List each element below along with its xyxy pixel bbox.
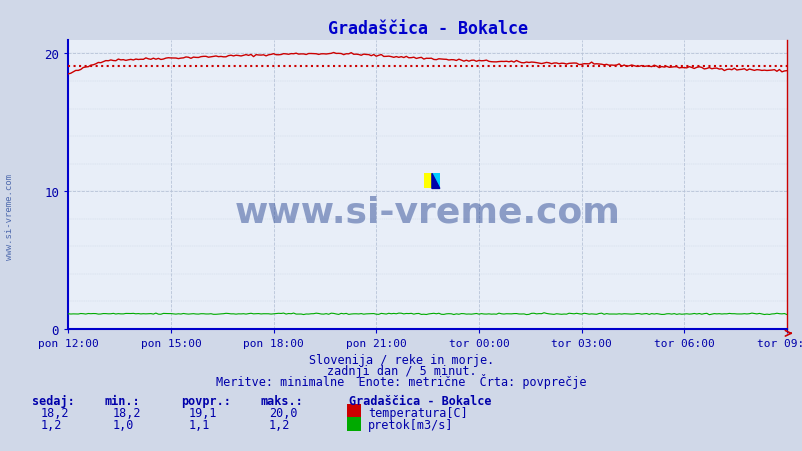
Bar	[423, 174, 439, 189]
Text: Meritve: minimalne  Enote: metrične  Črta: povprečje: Meritve: minimalne Enote: metrične Črta:…	[216, 373, 586, 389]
Text: maks.:: maks.:	[261, 394, 303, 407]
Text: Gradaščica - Bokalce: Gradaščica - Bokalce	[349, 394, 491, 407]
Polygon shape	[431, 174, 439, 189]
Bar	[431, 174, 439, 189]
Text: www.si-vreme.com: www.si-vreme.com	[234, 195, 620, 230]
Text: povpr.:: povpr.:	[180, 394, 230, 407]
Text: sedaj:: sedaj:	[32, 394, 75, 407]
Text: 19,1: 19,1	[188, 406, 217, 419]
Text: zadnji dan / 5 minut.: zadnji dan / 5 minut.	[326, 364, 476, 377]
Title: Gradaščica - Bokalce: Gradaščica - Bokalce	[327, 20, 527, 37]
Text: 18,2: 18,2	[40, 406, 68, 419]
Text: 1,1: 1,1	[188, 419, 210, 432]
Text: 1,0: 1,0	[112, 419, 134, 432]
Text: www.si-vreme.com: www.si-vreme.com	[5, 174, 14, 259]
Text: min.:: min.:	[104, 394, 140, 407]
Text: 18,2: 18,2	[112, 406, 140, 419]
Text: pretok[m3/s]: pretok[m3/s]	[367, 419, 452, 432]
Text: 1,2: 1,2	[40, 419, 62, 432]
Text: Slovenija / reke in morje.: Slovenija / reke in morje.	[309, 353, 493, 366]
Text: 20,0: 20,0	[269, 406, 297, 419]
Text: temperatura[C]: temperatura[C]	[367, 406, 467, 419]
Text: 1,2: 1,2	[269, 419, 290, 432]
